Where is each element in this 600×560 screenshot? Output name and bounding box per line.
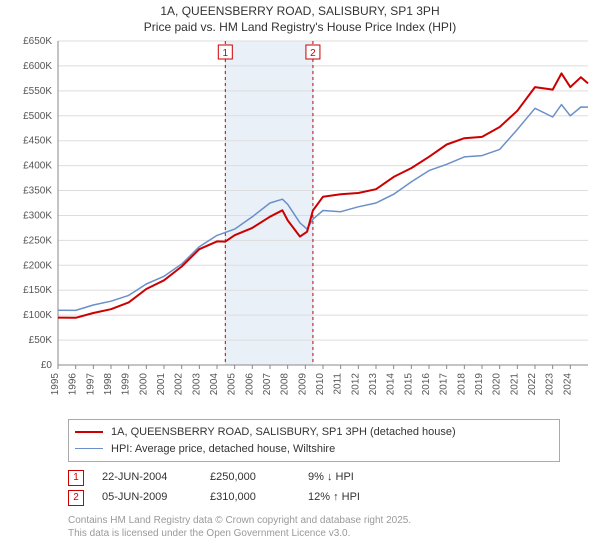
svg-text:1996: 1996 [68, 373, 79, 396]
svg-text:2005: 2005 [227, 373, 238, 396]
svg-text:1998: 1998 [103, 373, 114, 396]
svg-text:2013: 2013 [368, 373, 379, 396]
marker-date: 22-JUN-2004 [102, 468, 192, 488]
marker-badge: 2 [68, 490, 84, 506]
svg-text:£50K: £50K [29, 335, 53, 346]
legend: 1A, QUEENSBERRY ROAD, SALISBURY, SP1 3PH… [68, 419, 560, 462]
svg-text:£0: £0 [41, 360, 53, 371]
svg-text:1997: 1997 [85, 373, 96, 396]
svg-text:£550K: £550K [23, 86, 52, 97]
chart-title-block: 1A, QUEENSBERRY ROAD, SALISBURY, SP1 3PH… [0, 0, 600, 35]
svg-text:£600K: £600K [23, 61, 52, 72]
marker-table: 1 22-JUN-2004 £250,000 9% ↓ HPI 2 05-JUN… [68, 468, 560, 508]
svg-text:2022: 2022 [527, 373, 538, 396]
svg-text:£400K: £400K [23, 161, 52, 172]
legend-label: 1A, QUEENSBERRY ROAD, SALISBURY, SP1 3PH… [111, 424, 456, 441]
svg-text:2007: 2007 [262, 373, 273, 396]
svg-text:£500K: £500K [23, 111, 52, 122]
svg-text:1995: 1995 [50, 373, 61, 396]
svg-text:2023: 2023 [545, 373, 556, 396]
svg-text:£250K: £250K [23, 236, 52, 247]
svg-text:2021: 2021 [509, 373, 520, 396]
marker-date: 05-JUN-2009 [102, 488, 192, 508]
svg-text:2014: 2014 [386, 373, 397, 396]
svg-text:£300K: £300K [23, 211, 52, 222]
svg-text:2006: 2006 [244, 373, 255, 396]
legend-item: 1A, QUEENSBERRY ROAD, SALISBURY, SP1 3PH… [75, 424, 553, 441]
svg-text:£350K: £350K [23, 186, 52, 197]
marker-price: £310,000 [210, 488, 290, 508]
svg-text:2019: 2019 [474, 373, 485, 396]
footnote: Contains HM Land Registry data © Crown c… [68, 514, 560, 540]
marker-badge: 1 [68, 470, 84, 486]
svg-text:2008: 2008 [280, 373, 291, 396]
svg-text:2020: 2020 [492, 373, 503, 396]
marker-price: £250,000 [210, 468, 290, 488]
svg-text:£450K: £450K [23, 136, 52, 147]
svg-text:2012: 2012 [350, 373, 361, 396]
title-line-1: 1A, QUEENSBERRY ROAD, SALISBURY, SP1 3PH [0, 4, 600, 20]
svg-text:2001: 2001 [156, 373, 167, 396]
svg-text:1: 1 [223, 48, 229, 59]
marker-delta: 12% ↑ HPI [308, 488, 418, 508]
legend-item: HPI: Average price, detached house, Wilt… [75, 441, 553, 458]
svg-text:£150K: £150K [23, 285, 52, 296]
svg-text:2018: 2018 [456, 373, 467, 396]
svg-text:2015: 2015 [403, 373, 414, 396]
svg-text:2009: 2009 [297, 373, 308, 396]
svg-text:2010: 2010 [315, 373, 326, 396]
svg-text:2: 2 [310, 48, 316, 59]
chart-area: £0 £50K £100K £150K £200K £250K £300K £350K £400… [0, 35, 600, 415]
svg-text:£200K: £200K [23, 260, 52, 271]
marker-row: 1 22-JUN-2004 £250,000 9% ↓ HPI [68, 468, 560, 488]
svg-text:2017: 2017 [439, 373, 450, 396]
legend-swatch [75, 431, 103, 433]
footnote-line: Contains HM Land Registry data © Crown c… [68, 514, 560, 527]
svg-text:2003: 2003 [191, 373, 202, 396]
footnote-line: This data is licensed under the Open Gov… [68, 527, 560, 540]
svg-text:£650K: £650K [23, 36, 52, 47]
legend-swatch [75, 448, 103, 449]
price-chart-svg: £0 £50K £100K £150K £200K £250K £300K £350K £400… [0, 35, 600, 415]
svg-text:2011: 2011 [333, 373, 344, 395]
marker-delta: 9% ↓ HPI [308, 468, 418, 488]
svg-text:2024: 2024 [562, 373, 573, 396]
title-line-2: Price paid vs. HM Land Registry's House … [0, 20, 600, 36]
svg-text:2002: 2002 [174, 373, 185, 396]
svg-text:£100K: £100K [23, 310, 52, 321]
legend-label: HPI: Average price, detached house, Wilt… [111, 441, 335, 458]
svg-text:1999: 1999 [121, 373, 132, 396]
svg-text:2016: 2016 [421, 373, 432, 396]
svg-text:2004: 2004 [209, 373, 220, 396]
marker-row: 2 05-JUN-2009 £310,000 12% ↑ HPI [68, 488, 560, 508]
svg-text:2000: 2000 [138, 373, 149, 396]
